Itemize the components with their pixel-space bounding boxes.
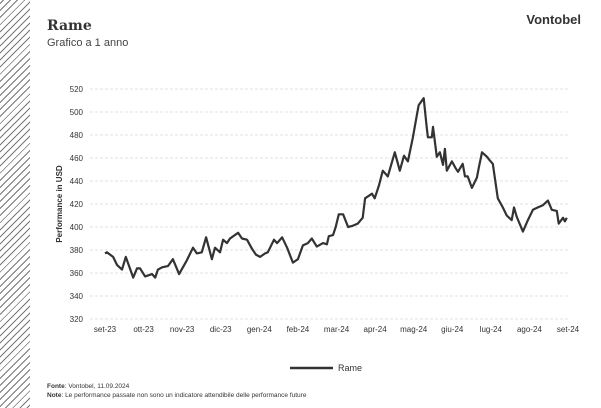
- source-note: Fonte: Vontobel, 11.09.2024: [47, 383, 129, 390]
- x-tick-label: mag-24: [400, 325, 428, 334]
- chart-title: Rame: [47, 18, 92, 34]
- x-tick-label: nov-23: [170, 325, 195, 334]
- y-tick-label: 320: [70, 315, 84, 324]
- y-tick-label: 420: [70, 200, 84, 209]
- y-tick-label: 380: [70, 246, 84, 255]
- y-tick-label: 340: [70, 292, 84, 301]
- x-tick-label: feb-24: [287, 325, 310, 334]
- y-axis-label: Performance in USD: [55, 165, 64, 243]
- note-label: Note: [47, 392, 62, 399]
- x-tick-label: apr-24: [364, 325, 388, 334]
- chart-subtitle: Grafico a 1 anno: [47, 37, 129, 49]
- y-tick-label: 400: [70, 223, 84, 232]
- x-tick-label: set-23: [94, 325, 117, 334]
- x-tick-label: dic-23: [210, 325, 232, 334]
- x-tick-label: giu-24: [441, 325, 464, 334]
- y-tick-label: 360: [70, 269, 84, 278]
- note-text: : Le performance passate non sono un ind…: [61, 392, 307, 399]
- hatched-border: [0, 0, 30, 408]
- x-tick-label: gen-24: [247, 325, 272, 334]
- y-tick-label: 460: [70, 154, 84, 163]
- legend-label-rame: Rame: [338, 363, 362, 373]
- source-text: : Vontobel, 11.09.2024: [64, 383, 130, 390]
- x-tick-label: set-24: [557, 325, 580, 334]
- source-label: Fonte: [47, 383, 65, 390]
- y-tick-label: 440: [70, 177, 84, 186]
- x-tick-label: ago-24: [517, 325, 542, 334]
- y-tick-label: 480: [70, 131, 84, 140]
- x-tick-label: mar-24: [324, 325, 350, 334]
- x-tick-label: lug-24: [480, 325, 503, 334]
- disclaimer-note: Note: Le performance passate non sono un…: [47, 392, 306, 399]
- series-line-rame: [104, 97, 568, 279]
- y-tick-label: 500: [70, 108, 84, 117]
- vontobel-logo: Vontobel: [526, 12, 581, 27]
- x-tick-label: ott-23: [133, 325, 154, 334]
- y-tick-label: 520: [70, 85, 84, 94]
